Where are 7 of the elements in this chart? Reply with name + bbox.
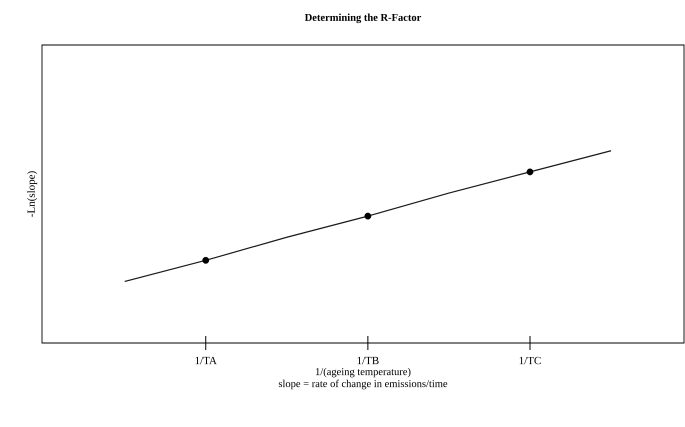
chart-title: Determining the R-Factor (304, 14, 422, 24)
text: slope = rate of change in emissions/time (278, 380, 448, 390)
x-tick-label: 1/TB (358, 356, 379, 364)
x-tick-label: 1/TA (196, 356, 217, 364)
x-axis-title: 1/(ageing temperature) (316, 368, 411, 378)
y-axis-title: -Ln(slope) (27, 171, 38, 217)
x-tick-label: 1/TC (520, 356, 541, 364)
